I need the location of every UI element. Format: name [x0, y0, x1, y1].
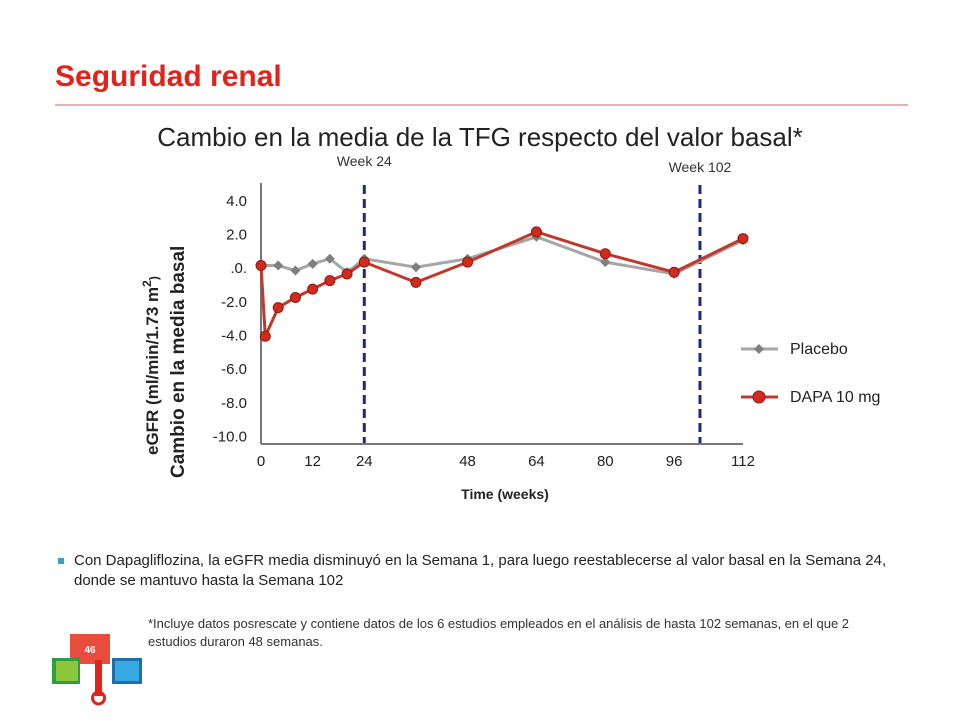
data-point	[255, 260, 267, 272]
data-point	[668, 266, 680, 278]
data-point	[530, 226, 542, 238]
page-number: 46	[84, 644, 96, 656]
y-axis-label-main: eGFR (ml/min/1.73 m	[143, 287, 162, 455]
x-tick-label: 64	[528, 453, 545, 470]
x-tick-label: 112	[731, 453, 755, 470]
legend-label: DAPA 10 mg	[790, 389, 880, 406]
y-axis-label: eGFR (ml/min/1.73 m2)	[140, 276, 162, 455]
data-point	[272, 302, 284, 314]
y-tick-label: -4.0	[221, 328, 247, 345]
data-point	[600, 257, 611, 268]
summary-bullet: Con Dapagliflozina, la eGFR media dismin…	[58, 551, 918, 591]
brand-logo-icon	[52, 634, 142, 706]
data-point	[358, 256, 370, 268]
y-axis-label-superscript: 2	[140, 280, 154, 287]
y-axis-label-close: )	[147, 276, 161, 280]
bullet-marker-icon	[58, 558, 64, 564]
x-tick-label: 96	[666, 453, 683, 470]
data-point	[273, 260, 284, 271]
legend-marker	[754, 344, 764, 354]
x-tick-label: 80	[597, 453, 614, 470]
data-point	[599, 248, 611, 260]
y-axis-label-line2: Cambio en la media basal	[168, 246, 189, 478]
y-tick-label: -6.0	[221, 361, 247, 378]
data-point	[737, 233, 749, 245]
footnote: *Incluye datos posrescate y contiene dat…	[148, 616, 850, 649]
y-tick-label: -2.0	[221, 294, 247, 311]
x-tick-label: 48	[459, 453, 476, 470]
legend-marker	[752, 390, 766, 404]
data-point	[289, 292, 301, 304]
title-divider	[55, 104, 908, 106]
data-point	[410, 276, 422, 288]
y-tick-label: -10.0	[213, 429, 247, 446]
data-point	[259, 330, 271, 342]
x-axis-label: Time (weeks)	[461, 486, 549, 502]
reference-line-label: Week 24	[337, 153, 392, 169]
y-tick-label: .0.	[230, 260, 247, 277]
data-point	[307, 258, 318, 269]
data-point	[290, 265, 301, 276]
summary-bullet-text: Con Dapagliflozina, la eGFR media dismin…	[74, 552, 887, 589]
data-point	[324, 253, 335, 264]
data-point	[410, 262, 421, 273]
y-tick-label: -8.0	[221, 395, 247, 412]
data-point	[307, 283, 319, 295]
reference-line-label: Week 102	[669, 159, 732, 175]
slide-title: Seguridad renal	[55, 60, 282, 93]
data-point	[341, 268, 353, 280]
data-point	[462, 256, 474, 268]
y-tick-label: 4.0	[226, 193, 247, 210]
data-point	[324, 275, 336, 287]
legend-label: Placebo	[790, 341, 848, 358]
x-tick-label: 12	[304, 453, 321, 470]
x-tick-label: 0	[257, 453, 265, 470]
chart-title: Cambio en la media de la TFG respecto de…	[157, 122, 803, 152]
y-tick-label: 2.0	[226, 227, 247, 244]
x-tick-label: 24	[356, 453, 373, 470]
